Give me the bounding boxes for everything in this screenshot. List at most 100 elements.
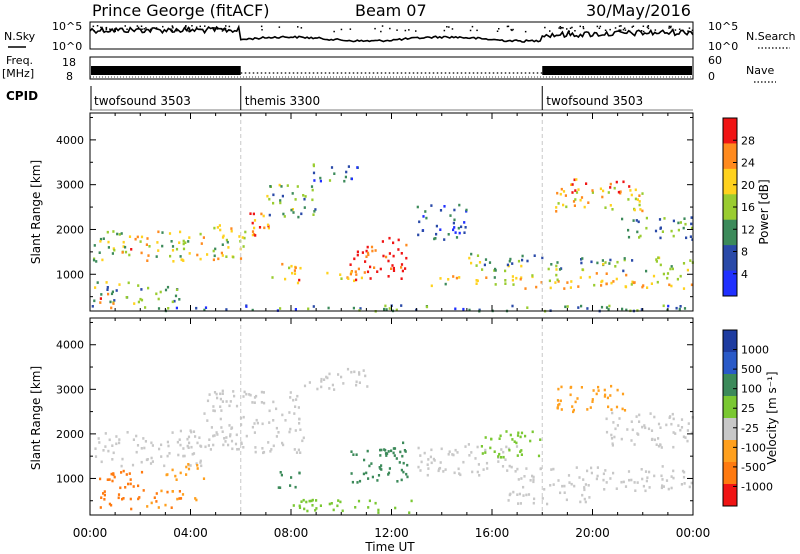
data-cell bbox=[633, 208, 636, 212]
data-cell bbox=[272, 193, 275, 197]
data-cell bbox=[683, 217, 686, 220]
data-cell bbox=[682, 475, 686, 479]
data-cell bbox=[139, 240, 142, 243]
data-cell bbox=[206, 253, 209, 256]
data-cell bbox=[374, 249, 377, 252]
data-cell bbox=[624, 285, 628, 289]
data-cell bbox=[424, 210, 427, 213]
data-cell bbox=[175, 478, 178, 481]
data-cell bbox=[659, 426, 662, 429]
data-cell bbox=[458, 472, 461, 475]
data-cell bbox=[346, 367, 350, 371]
data-cell bbox=[296, 185, 299, 188]
velocity-colorbar-label: Velocity [m s⁻¹] bbox=[765, 371, 779, 464]
data-cell bbox=[690, 222, 693, 226]
data-cell bbox=[356, 250, 359, 254]
data-cell bbox=[609, 258, 612, 262]
data-cell bbox=[113, 299, 116, 302]
data-cell bbox=[229, 434, 232, 438]
data-cell bbox=[401, 454, 404, 458]
data-cell bbox=[125, 473, 128, 476]
data-cell bbox=[353, 257, 356, 261]
data-cell bbox=[157, 249, 160, 252]
data-cell bbox=[430, 204, 433, 207]
data-cell bbox=[456, 451, 459, 454]
data-cell bbox=[200, 445, 203, 448]
data-cell bbox=[520, 264, 523, 268]
data-cell bbox=[284, 419, 287, 422]
data-cell bbox=[600, 305, 604, 309]
data-cell bbox=[111, 479, 114, 483]
data-cell bbox=[470, 252, 473, 256]
data-cell bbox=[316, 387, 319, 391]
data-cell bbox=[507, 499, 510, 502]
noise-sample bbox=[496, 30, 499, 32]
nave-tick-bottom: 0 bbox=[708, 70, 715, 83]
data-cell bbox=[112, 451, 115, 455]
data-cell bbox=[333, 172, 336, 175]
data-cell bbox=[572, 408, 575, 412]
data-cell bbox=[301, 439, 304, 443]
data-cell bbox=[587, 201, 590, 204]
data-cell bbox=[655, 260, 658, 263]
data-cell bbox=[357, 499, 361, 503]
data-cell bbox=[660, 486, 663, 490]
data-cell bbox=[251, 308, 254, 312]
data-cell bbox=[680, 418, 684, 421]
data-cell bbox=[303, 507, 306, 511]
data-cell bbox=[480, 445, 483, 448]
data-cell bbox=[564, 305, 567, 309]
noise-sample bbox=[109, 28, 111, 30]
x-tick-label: 08:00 bbox=[274, 526, 309, 540]
data-cell bbox=[515, 441, 518, 445]
data-cell bbox=[514, 470, 517, 473]
noise-sample bbox=[582, 27, 585, 30]
data-cell bbox=[512, 283, 515, 286]
data-cell bbox=[638, 420, 641, 423]
data-cell bbox=[690, 283, 693, 287]
data-cell bbox=[328, 179, 332, 182]
noise-sample bbox=[187, 30, 189, 32]
data-cell bbox=[597, 385, 600, 389]
data-cell bbox=[434, 237, 437, 240]
data-cell bbox=[630, 193, 633, 197]
data-cell bbox=[179, 429, 182, 433]
data-cell bbox=[680, 483, 683, 486]
data-cell bbox=[666, 276, 669, 280]
data-cell bbox=[501, 465, 505, 468]
data-cell bbox=[242, 245, 245, 248]
data-cell bbox=[243, 390, 246, 394]
data-cell bbox=[648, 470, 651, 474]
data-cell bbox=[138, 496, 141, 499]
data-cell bbox=[243, 236, 246, 240]
data-cell bbox=[399, 450, 402, 454]
data-cell bbox=[605, 282, 608, 286]
data-cell bbox=[657, 437, 660, 440]
data-cell bbox=[213, 226, 216, 230]
data-cell bbox=[489, 446, 492, 450]
data-cell bbox=[657, 444, 661, 448]
data-cell bbox=[454, 231, 457, 234]
data-cell bbox=[591, 400, 594, 403]
data-cell bbox=[679, 428, 682, 432]
data-cell bbox=[569, 393, 572, 397]
data-cell bbox=[173, 299, 176, 303]
data-cell bbox=[169, 254, 172, 258]
data-cell bbox=[388, 307, 391, 310]
data-cell bbox=[509, 257, 512, 261]
data-cell bbox=[502, 450, 505, 454]
data-cell bbox=[658, 218, 662, 221]
data-cell bbox=[612, 471, 615, 475]
data-cell bbox=[366, 245, 369, 249]
data-cell bbox=[125, 296, 128, 299]
noise-sample bbox=[691, 29, 694, 32]
data-cell bbox=[670, 422, 673, 426]
data-cell bbox=[330, 502, 333, 505]
data-cell bbox=[347, 165, 350, 168]
data-cell bbox=[190, 445, 193, 449]
data-cell bbox=[498, 437, 501, 440]
data-cell bbox=[387, 471, 391, 475]
data-cell bbox=[645, 479, 648, 483]
data-cell bbox=[608, 262, 611, 265]
data-cell bbox=[279, 199, 282, 202]
